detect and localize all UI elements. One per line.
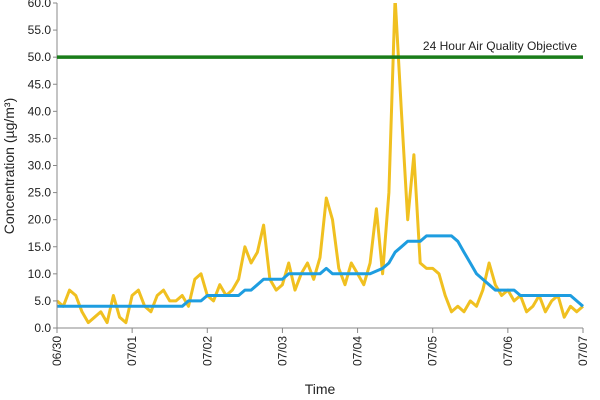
- y-tick-label: 50.0: [28, 50, 52, 64]
- y-tick-label: 10.0: [28, 267, 52, 281]
- y-tick-label: 30.0: [28, 159, 52, 173]
- data-line: [57, 234, 584, 308]
- x-tick-label: 07/05: [426, 336, 440, 366]
- y-tick-label: 20.0: [28, 213, 52, 227]
- y-tick-label: 15.0: [28, 240, 52, 254]
- x-tick-label: 07/04: [351, 336, 365, 366]
- y-axis-label: Concentration (µg/m³): [1, 98, 17, 234]
- y-tick-label: 40.0: [28, 104, 52, 118]
- y-tick-label: 25.0: [28, 186, 52, 200]
- x-tick-label: 07/03: [275, 336, 289, 366]
- reference-label: 24 Hour Air Quality Objective: [423, 39, 577, 53]
- y-tick-label: 55.0: [28, 23, 52, 37]
- y-tick-label: 45.0: [28, 77, 52, 91]
- y-tick-label: 0.0: [34, 321, 51, 335]
- x-tick-label: 07/02: [200, 336, 214, 366]
- x-axis-label: Time: [305, 381, 336, 397]
- x-tick-label: 06/30: [50, 336, 64, 366]
- x-tick-label: 07/07: [576, 336, 590, 366]
- y-tick-label: 35.0: [28, 131, 52, 145]
- y-tick-label: 60.0: [28, 0, 52, 10]
- y-tick-label: 5.0: [34, 294, 51, 308]
- x-tick-label: 07/06: [501, 336, 515, 366]
- plot-area: [57, 3, 584, 325]
- x-tick-label: 07/01: [125, 336, 139, 366]
